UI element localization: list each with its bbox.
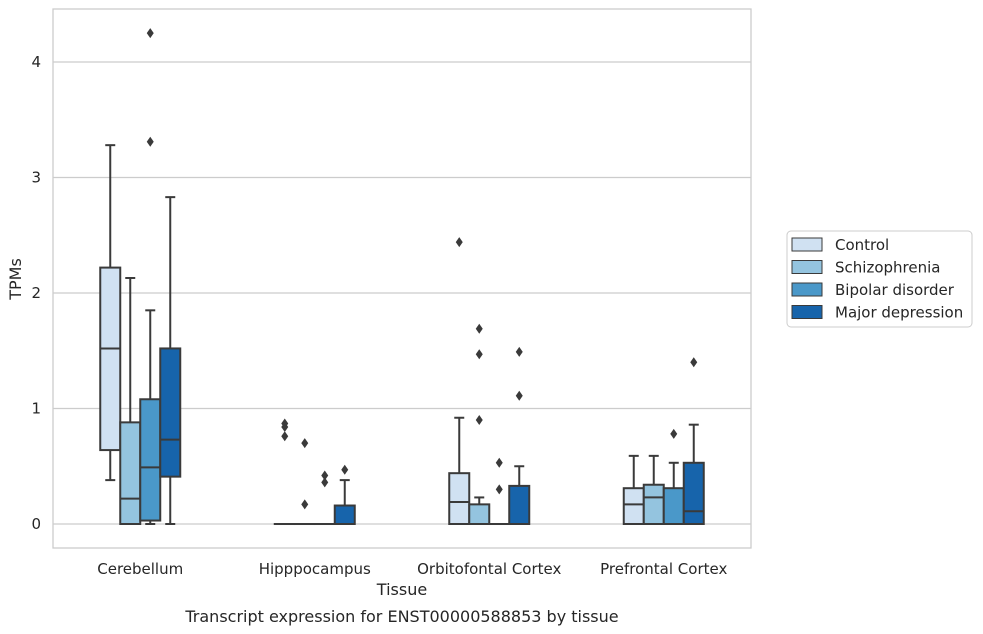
outlier-point (455, 237, 463, 248)
box-0-1 (273, 418, 296, 526)
box-0-2 (448, 237, 471, 525)
box-body (119, 421, 142, 525)
plot-frame (52, 8, 752, 549)
outlier-point (475, 415, 483, 426)
y-tick-label: 1 (31, 400, 41, 418)
box-3-2 (508, 346, 531, 526)
outlier-point (690, 357, 698, 368)
box-body (468, 503, 491, 525)
y-tick-label: 3 (31, 169, 41, 187)
y-tick-label: 4 (31, 53, 41, 71)
box-0-0 (99, 144, 122, 482)
x-tick-label: Hipppocampus (259, 560, 371, 578)
legend-swatch (791, 237, 823, 252)
outlier-point (281, 431, 289, 442)
box-body (159, 347, 182, 478)
boxes (99, 28, 705, 526)
chart-caption: Transcript expression for ENST0000058885… (184, 607, 618, 626)
outlier-point (301, 438, 309, 449)
box-body (508, 484, 531, 526)
legend-label: Schizophrenia (835, 259, 940, 277)
legend-label: Control (835, 236, 889, 254)
x-axis-title: Tissue (376, 580, 427, 599)
box-3-0 (159, 196, 182, 525)
outlier-point (475, 349, 483, 360)
y-axis-title: TPMs (6, 258, 25, 301)
legend: Control Schizophrenia Bipolar disorder Majo… (786, 230, 973, 328)
box-2-2 (488, 457, 511, 526)
box-2-1 (313, 470, 336, 526)
y-tick-labels: 0 1 2 3 4 (31, 53, 41, 533)
legend-frame (786, 230, 973, 328)
box-2-3 (662, 428, 685, 526)
box-body (642, 483, 665, 526)
box-body (448, 472, 471, 525)
box-1-0 (119, 276, 142, 525)
box-body (139, 398, 162, 522)
outlier-point (146, 28, 154, 39)
x-tick-label: Orbitofontal Cortex (417, 560, 561, 578)
legend-label: Bipolar disorder (835, 281, 955, 299)
outlier-point (475, 323, 483, 334)
box-1-3 (642, 454, 665, 526)
x-tick-label: Cerebellum (97, 560, 183, 578)
outlier-point (341, 464, 349, 475)
box-1-2 (468, 323, 491, 525)
outlier-point (301, 499, 309, 510)
outlier-point (495, 457, 503, 468)
legend-swatch (791, 260, 823, 274)
legend-swatch (791, 305, 823, 319)
box-1-1 (293, 438, 316, 526)
y-tick-label: 0 (31, 515, 41, 533)
box-2-0 (139, 28, 162, 525)
outlier-point (146, 136, 154, 147)
box-3-3 (682, 357, 705, 526)
box-body (99, 266, 122, 452)
outlier-point (321, 477, 329, 488)
outlier-point (281, 418, 289, 429)
outlier-point (515, 390, 523, 401)
box-0-3 (622, 454, 645, 526)
box-body (622, 487, 645, 526)
outlier-point (495, 484, 503, 495)
outlier-point (321, 470, 329, 481)
legend-swatch (791, 282, 823, 297)
outlier-point (515, 346, 523, 357)
x-tick-labels: Cerebellum Hipppocampus Orbitofontal Corte… (97, 560, 727, 578)
legend-label: Major depression (835, 304, 963, 322)
box-3-1 (333, 464, 356, 525)
x-tick-label: Prefrontal Cortex (600, 560, 727, 578)
box-body (333, 504, 356, 525)
y-tick-label: 2 (31, 284, 41, 302)
outlier-point (670, 428, 678, 439)
box-body (682, 461, 705, 526)
box-body (662, 487, 685, 526)
